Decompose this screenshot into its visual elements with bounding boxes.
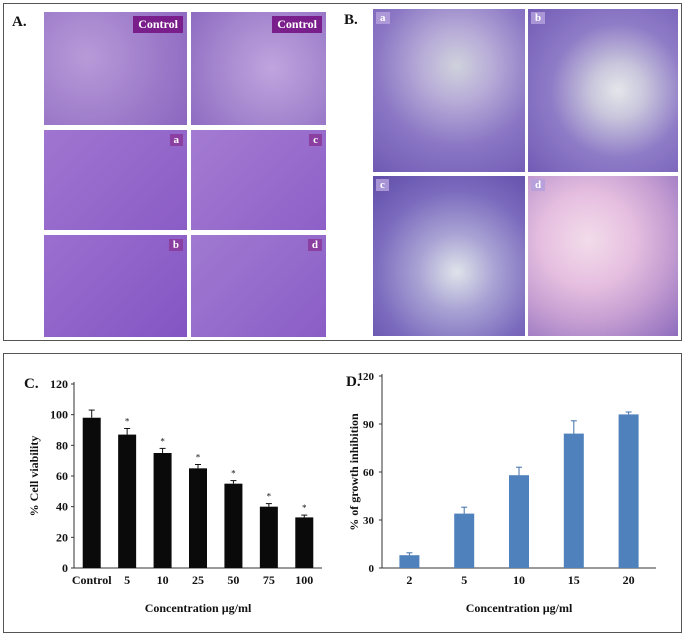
histology-b: b xyxy=(528,9,678,172)
x-axis-title: Concentration µg/ml xyxy=(466,601,573,615)
charts-panel: C. 0 20 40 60 80 100 120 Control * 5 * 10 * 25 * 50 * 75 * 1… xyxy=(3,353,682,633)
y-tick-label: 80 xyxy=(56,438,68,452)
significance-marker: * xyxy=(267,492,272,502)
y-tick-label: 60 xyxy=(56,469,68,483)
y-axis-title: % of growth inhibition xyxy=(347,413,361,531)
x-tick-label: 10 xyxy=(513,573,525,587)
y-tick-label: 30 xyxy=(363,515,375,527)
y-tick-label: 40 xyxy=(56,500,68,514)
micrograph-c: c xyxy=(191,130,326,230)
chart-d: D. 0 30 60 90 120 2 5 10 15 20 % of growth inhibiti… xyxy=(346,371,656,615)
histology-a: a xyxy=(373,9,525,172)
y-tick-label: 20 xyxy=(56,530,68,544)
y-tick-label: 100 xyxy=(50,408,68,422)
bar xyxy=(295,517,314,568)
x-tick-label: 15 xyxy=(568,573,580,587)
bar xyxy=(618,414,639,568)
histology-tag: c xyxy=(376,179,389,191)
micrograph-control-1: Control xyxy=(44,12,187,125)
x-tick-label: 25 xyxy=(192,573,204,587)
x-axis-title: Concentration µg/ml xyxy=(145,601,252,615)
micrograph-tag: Control xyxy=(133,16,183,33)
x-tick-label: 50 xyxy=(227,573,239,587)
x-tick-label: 5 xyxy=(124,573,130,587)
histology-tag: d xyxy=(531,179,546,191)
bar xyxy=(259,506,278,568)
x-tick-label: 2 xyxy=(406,573,412,587)
bar xyxy=(189,468,207,568)
x-tick-label: Control xyxy=(72,573,112,587)
bar xyxy=(509,475,529,568)
chart-panel-label: C. xyxy=(24,376,39,392)
significance-marker: * xyxy=(302,503,307,513)
x-tick-label: 75 xyxy=(263,573,275,587)
x-tick-label: 100 xyxy=(295,573,313,587)
y-tick-label: 0 xyxy=(62,561,68,575)
bar xyxy=(454,513,475,568)
bar xyxy=(399,555,420,568)
significance-marker: * xyxy=(125,416,130,426)
chart-c: C. 0 20 40 60 80 100 120 Control * 5 * 10 * 25 * 50 * 75 * 1… xyxy=(24,376,322,615)
y-tick-label: 120 xyxy=(50,377,68,391)
micrograph-tag: b xyxy=(168,239,183,251)
y-tick-label: 0 xyxy=(369,563,375,575)
micrograph-control-2: Control xyxy=(191,12,326,125)
bar xyxy=(224,483,243,568)
micrograph-tag: Control xyxy=(272,16,322,33)
micrograph-tag: c xyxy=(309,134,322,146)
histology-c: c xyxy=(373,176,525,336)
histology-tag: b xyxy=(531,12,546,24)
significance-marker: * xyxy=(160,436,165,446)
microscopy-panel: A. B. Control Control a c b d a b c d xyxy=(3,3,682,341)
panel-label-a: A. xyxy=(12,14,27,30)
y-axis-title: % Cell viability xyxy=(27,436,41,517)
histology-tag: a xyxy=(376,12,390,24)
micrograph-tag: a xyxy=(169,134,183,146)
y-tick-label: 120 xyxy=(358,371,375,383)
chart-panel-label: D. xyxy=(346,374,361,390)
micrograph-a: a xyxy=(44,130,187,230)
panel-label-b: B. xyxy=(344,12,358,28)
histology-d: d xyxy=(528,176,678,336)
y-tick-label: 90 xyxy=(363,419,375,431)
significance-marker: * xyxy=(196,453,201,463)
x-tick-label: 5 xyxy=(461,573,467,587)
bar xyxy=(563,433,584,568)
x-tick-label: 20 xyxy=(623,573,635,587)
x-tick-label: 10 xyxy=(157,573,169,587)
significance-marker: * xyxy=(231,469,236,479)
micrograph-d: d xyxy=(191,235,326,337)
micrograph-b: b xyxy=(44,235,187,337)
bar xyxy=(82,417,101,568)
bar xyxy=(118,434,137,568)
bar xyxy=(153,453,172,568)
micrograph-tag: d xyxy=(307,239,322,251)
y-tick-label: 60 xyxy=(363,467,375,479)
